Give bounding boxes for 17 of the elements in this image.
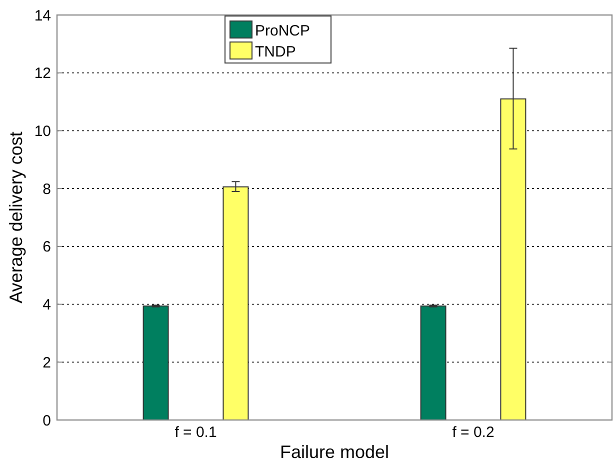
y-tick-label: 14 [34, 7, 51, 24]
y-tick-label: 0 [42, 412, 51, 430]
x-tick-label: f = 0.2 [452, 424, 494, 441]
y-tick-label: 2 [42, 354, 51, 372]
y-tick-label: 6 [42, 238, 51, 256]
x-axis-title: Failure model [280, 442, 390, 461]
bar [142, 306, 169, 420]
bar [222, 186, 249, 420]
x-tick-label: f = 0.1 [174, 424, 217, 441]
y-tick-label: 10 [34, 122, 51, 140]
legend-label: ProNCP [255, 22, 310, 40]
y-tick-label: 12 [34, 65, 51, 82]
y-tick-label: 8 [42, 180, 51, 198]
bar [420, 306, 446, 420]
y-axis-title: Average delivery cost [6, 132, 26, 304]
legend-label: TNDP [255, 43, 296, 60]
y-tick-label: 4 [42, 296, 51, 314]
